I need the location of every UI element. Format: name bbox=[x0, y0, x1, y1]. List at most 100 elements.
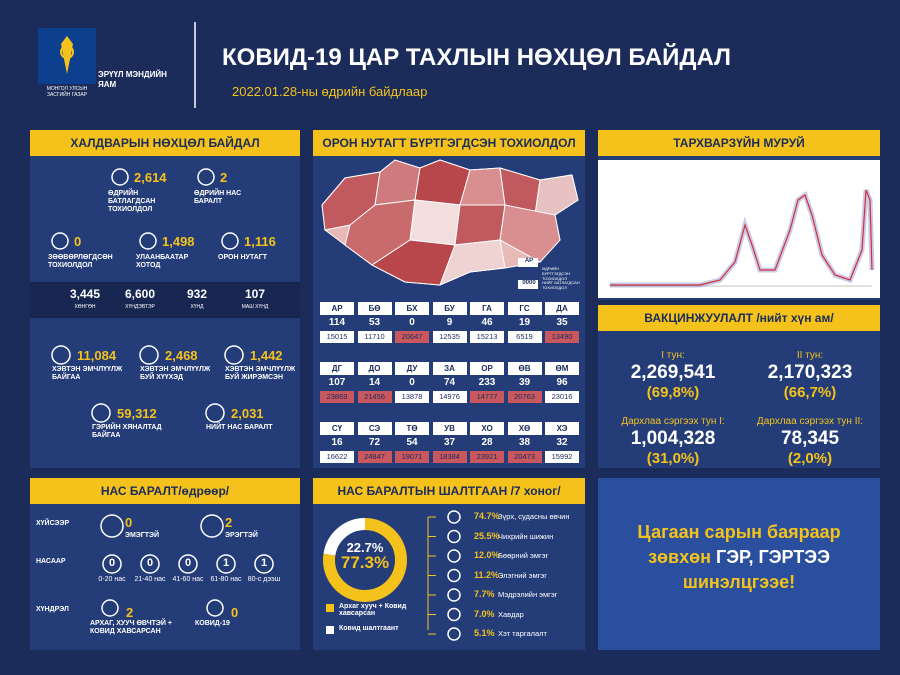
death-value: 2 bbox=[225, 515, 233, 530]
care-value: 2,468 bbox=[165, 348, 198, 363]
age-value: 0 bbox=[184, 557, 192, 569]
age-label: 41-60 нас bbox=[172, 576, 204, 583]
region-daily: 19 bbox=[518, 317, 531, 328]
region-daily: 16 bbox=[331, 437, 343, 448]
panel bbox=[598, 478, 880, 650]
stat-label: ЗӨӨВӨРЛӨГДСӨН ТОХИОЛДОЛ bbox=[48, 254, 113, 269]
dose-label: II тун: bbox=[796, 350, 824, 361]
stat-label: ОРОН НУТАГТ bbox=[218, 254, 268, 261]
stat-value: 2 bbox=[220, 170, 228, 185]
row-label: ХҮНДРЭЛ bbox=[36, 606, 69, 613]
icon bbox=[447, 627, 461, 641]
region-code: БУ bbox=[432, 302, 467, 315]
age-value: 0 bbox=[108, 557, 116, 569]
logo-symbol bbox=[61, 36, 73, 74]
severity-label: МАШ ХҮНД bbox=[241, 304, 269, 310]
legend-label: Архаг хууч + Ковид хавсарсан bbox=[339, 603, 407, 617]
region-daily: 32 bbox=[556, 437, 568, 448]
syringe-icon bbox=[611, 310, 627, 324]
cause-percent: 5.1% bbox=[474, 628, 495, 638]
cause-percent: 12.0% bbox=[474, 550, 500, 560]
legend-text: НИЙТ БАТЛАГДСАН ТОХИОЛДОЛ bbox=[542, 280, 580, 290]
icon bbox=[447, 529, 461, 544]
icon bbox=[447, 549, 461, 563]
region-total: 23921 bbox=[470, 451, 504, 463]
dose-value: 78,345 bbox=[780, 428, 840, 449]
age-label: 61-80 нас bbox=[210, 576, 242, 583]
panel-title: ВАКЦИНЖУУЛАЛТ /нийт хүн ам/ bbox=[598, 305, 880, 331]
region-daily: 0 bbox=[409, 317, 415, 328]
icon bbox=[205, 403, 225, 423]
cause-percent: 7.0% bbox=[474, 608, 495, 619]
cause-percent: 7.7% bbox=[474, 589, 495, 599]
region-total: 24847 bbox=[357, 451, 392, 463]
message-part: зөвхөн bbox=[648, 547, 711, 567]
icon bbox=[447, 568, 461, 583]
region-total: 14976 bbox=[432, 391, 467, 403]
icon bbox=[51, 345, 71, 365]
dose-label: Дархлаа сэргээх тун I: bbox=[621, 416, 725, 427]
title: КОВИД-19 ЦАР ТАХЛЫН НӨХЦӨЛ БАЙДАЛ bbox=[222, 44, 731, 71]
region-code: ӨМ bbox=[545, 362, 579, 375]
cause-label: Чихрийн шижин bbox=[498, 531, 554, 541]
region-code: ХӨ bbox=[507, 422, 542, 435]
region-daily: 74 bbox=[443, 377, 456, 388]
donut-segment bbox=[323, 518, 407, 602]
region-daily: 53 bbox=[368, 317, 381, 328]
region-total: 11710 bbox=[357, 331, 392, 343]
region-daily: 14 bbox=[368, 377, 381, 388]
cause-percent: 74.7% bbox=[474, 511, 500, 521]
cause-label: Мэдрэлийн эмгэг bbox=[498, 590, 558, 599]
region-daily: 39 bbox=[518, 377, 531, 388]
age-label: 21-40 нас bbox=[134, 576, 166, 583]
region-code: ГС bbox=[507, 302, 542, 315]
region-daily: 46 bbox=[481, 317, 493, 328]
cause-percent: 25.5% bbox=[474, 530, 500, 541]
care-value: 59,312 bbox=[117, 406, 157, 421]
dose-value: 1,004,328 bbox=[630, 428, 716, 449]
icon bbox=[200, 514, 224, 538]
severity-value: 107 bbox=[244, 287, 266, 301]
panel-title: ХАЛДВАРЫН НӨХЦӨЛ БАЙДАЛ bbox=[30, 130, 300, 156]
age-value: 0 bbox=[146, 557, 154, 569]
icon bbox=[111, 168, 129, 186]
region-code: ЗА bbox=[432, 362, 467, 375]
severity-value: 3,445 bbox=[69, 287, 101, 301]
care-value: 1,442 bbox=[250, 348, 283, 363]
region-daily: 96 bbox=[556, 377, 568, 388]
complication-value: 0 bbox=[231, 605, 239, 620]
dose-label: Дархлаа сэргээх тун II: bbox=[756, 416, 864, 427]
region-daily: 37 bbox=[443, 437, 456, 448]
panel bbox=[313, 478, 585, 650]
icon bbox=[447, 607, 461, 622]
message-line: Цагаан сарын баяраар bbox=[637, 522, 841, 542]
region-total: 15213 bbox=[470, 331, 504, 343]
logo-symbol bbox=[60, 45, 74, 59]
dose-label: I тун: bbox=[661, 350, 685, 361]
care-label: ХЭВТЭН ЭМЧЛҮҮЛЖ БУЙ ХҮҮХЭД bbox=[140, 366, 211, 381]
region-code: ХЭ bbox=[545, 422, 579, 435]
icon bbox=[139, 345, 159, 365]
date: 2022.01.28-ны өдрийн байдлаар bbox=[232, 84, 428, 99]
legend-text: ӨДРИЙН БҮРТГЭГДСЭН ТОХИОЛДОЛ bbox=[542, 266, 571, 281]
dose-value: 2,170,323 bbox=[767, 362, 853, 383]
region-total: 21456 bbox=[357, 391, 392, 403]
legend-box bbox=[518, 258, 538, 267]
age-value: 1 bbox=[222, 557, 230, 569]
dose-percent: (2,0%) bbox=[787, 450, 833, 467]
region-daily: 9 bbox=[446, 317, 453, 328]
icon bbox=[206, 599, 224, 617]
region-code: ДО bbox=[357, 362, 392, 375]
region-daily: 72 bbox=[368, 437, 381, 448]
panel-title: НАС БАРАЛТЫН ШАЛТГААН /7 хоног/ bbox=[313, 478, 585, 504]
message-line: шинэлцгээе! bbox=[682, 572, 796, 592]
region-total: 6519 bbox=[507, 331, 542, 343]
message-part: ГЭР, ГЭРТЭЭ bbox=[715, 547, 830, 567]
donut-label: 22.7% bbox=[346, 539, 384, 555]
region-total: 20473 bbox=[507, 451, 542, 463]
region-total: 20647 bbox=[395, 331, 429, 343]
icon bbox=[139, 232, 157, 250]
donut-label: 77.3% bbox=[340, 552, 390, 572]
region-total: 18384 bbox=[432, 451, 467, 463]
care-value: 2,031 bbox=[231, 406, 264, 421]
